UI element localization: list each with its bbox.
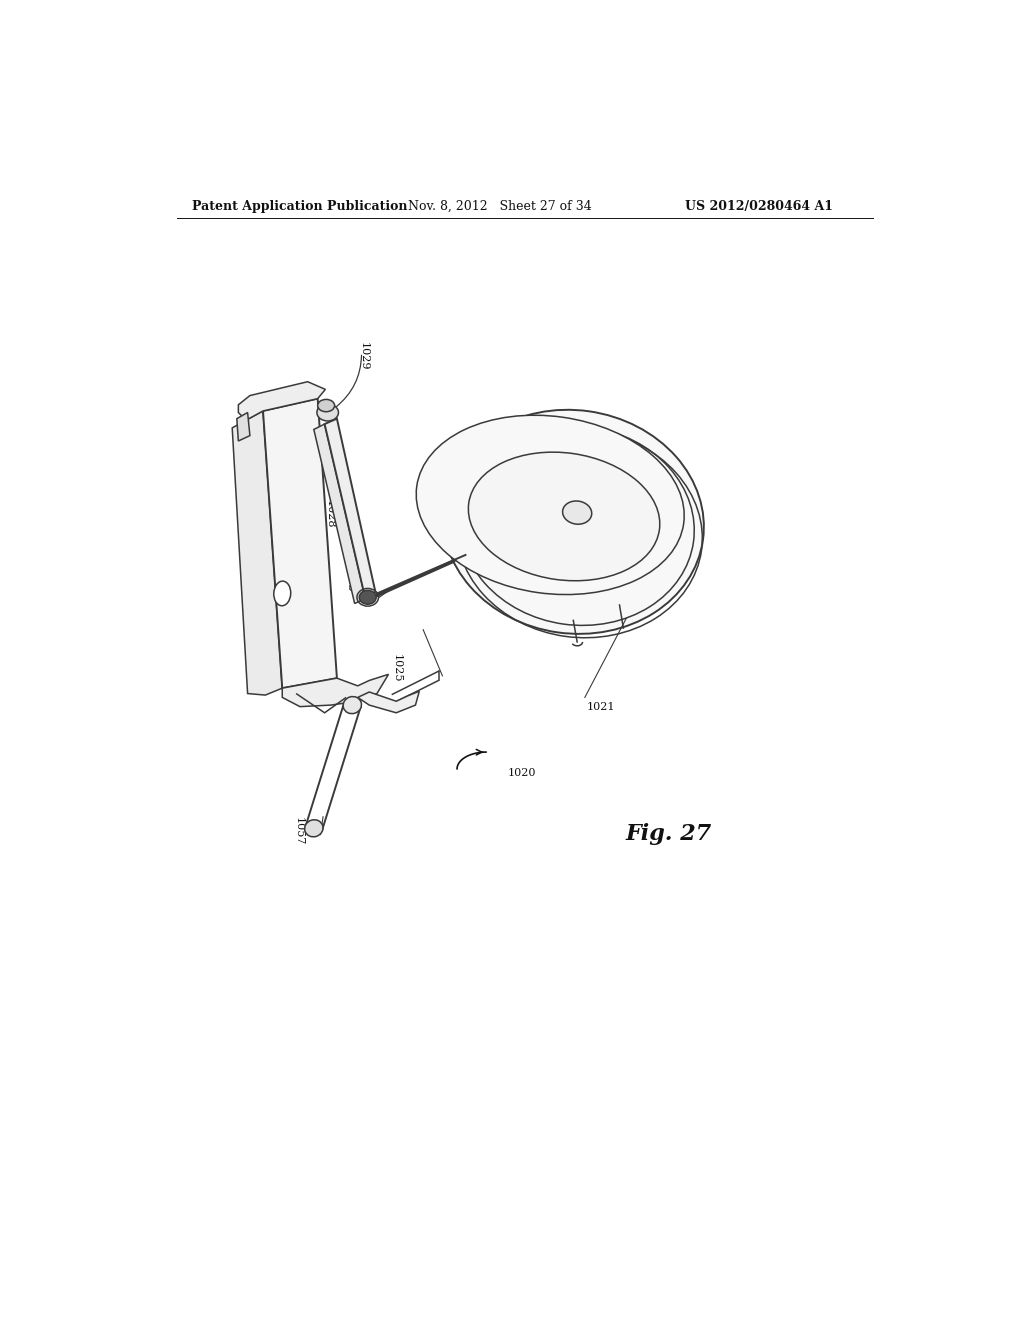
- Ellipse shape: [343, 697, 361, 714]
- Polygon shape: [357, 692, 419, 713]
- Ellipse shape: [305, 820, 323, 837]
- Text: Patent Application Publication: Patent Application Publication: [193, 199, 408, 213]
- Polygon shape: [313, 424, 366, 603]
- Ellipse shape: [316, 404, 339, 421]
- Text: Nov. 8, 2012   Sheet 27 of 34: Nov. 8, 2012 Sheet 27 of 34: [408, 199, 592, 213]
- Text: 1023: 1023: [345, 564, 355, 593]
- Ellipse shape: [562, 502, 592, 524]
- Ellipse shape: [442, 409, 703, 634]
- Polygon shape: [283, 675, 388, 706]
- Text: Fig. 27: Fig. 27: [626, 824, 712, 846]
- Text: 1025: 1025: [391, 653, 401, 682]
- Text: 1027: 1027: [280, 520, 290, 548]
- Text: 1021: 1021: [587, 702, 614, 711]
- Text: US 2012/0280464 A1: US 2012/0280464 A1: [685, 199, 833, 213]
- Text: 1057: 1057: [294, 817, 303, 845]
- Ellipse shape: [359, 590, 376, 605]
- Polygon shape: [232, 411, 283, 696]
- Ellipse shape: [317, 400, 335, 412]
- Ellipse shape: [416, 416, 684, 594]
- Text: 1029: 1029: [358, 342, 369, 370]
- Polygon shape: [325, 418, 376, 599]
- Text: 1020: 1020: [508, 768, 537, 777]
- Text: 1028: 1028: [325, 500, 334, 528]
- Ellipse shape: [273, 581, 291, 606]
- Polygon shape: [239, 381, 326, 420]
- Polygon shape: [263, 399, 337, 688]
- Ellipse shape: [460, 426, 694, 626]
- Ellipse shape: [468, 453, 659, 581]
- Polygon shape: [237, 412, 250, 441]
